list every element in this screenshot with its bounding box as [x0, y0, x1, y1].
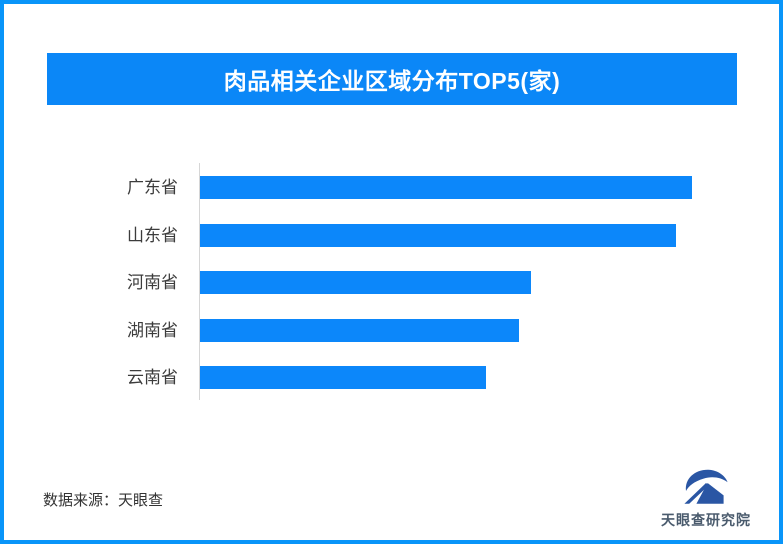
bar-row: 河南省	[4, 271, 779, 294]
tianyancha-eye-logo-icon	[684, 469, 728, 504]
bar-chart: 广东省山东省河南省湖南省云南省	[4, 163, 779, 389]
logo: 天眼查研究院	[656, 466, 756, 530]
bar-label: 湖南省	[127, 320, 178, 340]
bar-label: 云南省	[127, 368, 178, 387]
bar-row: 湖南省	[4, 318, 779, 342]
bar	[200, 176, 692, 199]
bar-row: 云南省	[4, 366, 779, 389]
bar-row: 山东省	[4, 223, 779, 247]
bar-row: 广东省	[4, 176, 779, 199]
logo-text: 天眼查研究院	[661, 512, 751, 528]
bar	[200, 223, 676, 247]
bar	[200, 318, 519, 342]
bar-label: 山东省	[127, 225, 178, 245]
bar-label: 广东省	[127, 178, 178, 197]
bar	[200, 271, 532, 294]
y-axis-line	[199, 163, 200, 400]
bar-label: 河南省	[127, 273, 178, 292]
title-bar: 肉品相关企业区域分布TOP5(家)	[47, 53, 737, 105]
bar	[200, 366, 486, 389]
chart-title: 肉品相关企业区域分布TOP5(家)	[223, 68, 561, 94]
data-source-text: 数据来源：天眼查	[43, 492, 164, 509]
